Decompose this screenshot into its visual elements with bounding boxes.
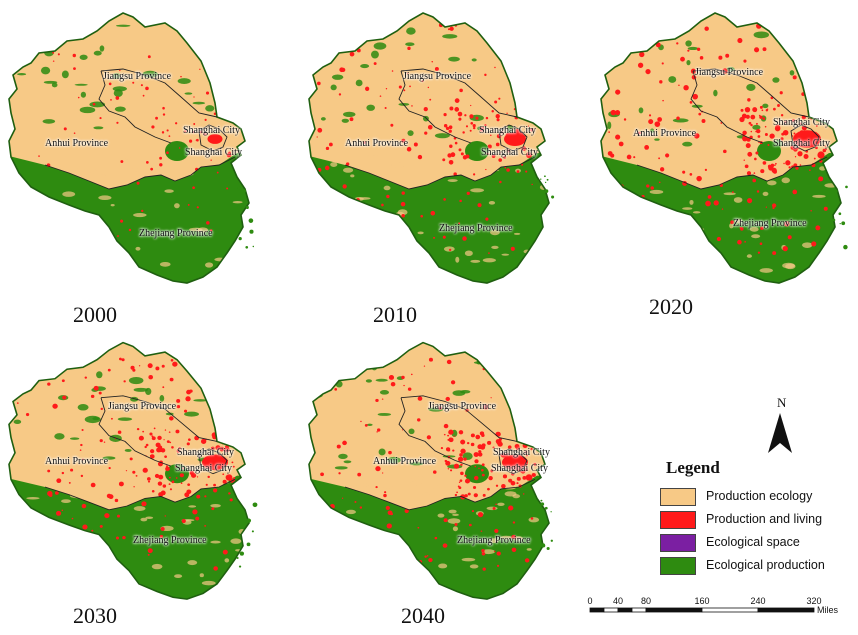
scale-segment	[631, 607, 647, 613]
map-panel-2020: Jiangsu Province Anhui Province Shanghai…	[597, 5, 857, 319]
scale-tick-label: 80	[640, 596, 652, 606]
label-shanghai-2: Shanghai City	[773, 138, 830, 149]
label-zhejiang: Zhejiang Province	[733, 218, 807, 229]
label-anhui: Anhui Province	[45, 456, 109, 467]
label-anhui: Anhui Province	[633, 128, 697, 139]
map-panel-2040: Jiangsu Province Anhui Province Shanghai…	[305, 335, 565, 635]
legend: Legend Production ecology Production and…	[660, 458, 850, 588]
scale-segment	[757, 607, 815, 613]
map-panel-2000: Jiangsu Province Anhui Province Shanghai…	[5, 5, 265, 327]
north-arrow-icon	[768, 413, 792, 453]
legend-swatch	[660, 488, 696, 506]
year-label: 2000	[73, 302, 117, 327]
scale-segment	[645, 607, 703, 613]
label-anhui: Anhui Province	[373, 456, 437, 467]
label-jiangsu: Jiangsu Province	[108, 401, 177, 412]
label-shanghai-2: Shanghai City	[481, 147, 538, 158]
scale-segment	[603, 607, 619, 613]
scale-segment	[589, 607, 605, 613]
label-jiangsu: Jiangsu Province	[695, 67, 764, 78]
scale-bar-graphic	[589, 607, 815, 613]
scale-tick-label: 160	[694, 596, 710, 606]
legend-label: Production and living	[706, 512, 823, 526]
legend-swatch	[660, 511, 696, 529]
label-jiangsu: Jiangsu Province	[428, 401, 497, 412]
label-shanghai-1: Shanghai City	[479, 125, 536, 136]
year-label: 2040	[401, 603, 445, 628]
year-label: 2010	[373, 302, 417, 327]
scale-tick-label: 240	[750, 596, 766, 606]
label-zhejiang: Zhejiang Province	[439, 223, 513, 234]
legend-item-ecological-production: Ecological production	[660, 555, 850, 577]
scale-segment	[617, 607, 633, 613]
scale-units: Miles	[817, 605, 839, 615]
label-jiangsu: Jiangsu Province	[403, 71, 472, 82]
map-panel-2030: Jiangsu Province Anhui Province Shanghai…	[5, 335, 265, 635]
label-shanghai-1: Shanghai City	[177, 447, 234, 458]
label-anhui: Anhui Province	[45, 138, 109, 149]
legend-title: Legend	[666, 458, 720, 477]
legend-swatch	[660, 557, 696, 575]
legend-item-production-living: Production and living	[660, 509, 850, 531]
scale-tick-label: 320	[806, 596, 822, 606]
legend-item-production-ecology: Production ecology	[660, 486, 850, 508]
legend-label: Ecological production	[706, 558, 825, 572]
label-shanghai-2: Shanghai City	[175, 463, 232, 474]
year-label: 2030	[73, 603, 117, 628]
legend-label: Production ecology	[706, 489, 813, 503]
region-map-2040	[308, 341, 553, 600]
region-map-2010	[308, 12, 555, 284]
year-label: 2020	[649, 294, 693, 319]
region-map-2030	[8, 341, 258, 600]
region-map-2020	[600, 12, 848, 284]
label-zhejiang: Zhejiang Province	[457, 535, 531, 546]
map-panel-2010: Jiangsu Province Anhui Province Shanghai…	[305, 5, 565, 327]
label-shanghai-2: Shanghai City	[491, 463, 548, 474]
label-shanghai-2: Shanghai City	[185, 147, 242, 158]
north-label: N	[777, 395, 787, 410]
label-jiangsu: Jiangsu Province	[103, 71, 172, 82]
legend-label: Ecological space	[706, 535, 800, 549]
region-map-2000	[8, 12, 255, 284]
scale-segment	[701, 607, 759, 613]
scale-tick-label: 40	[612, 596, 624, 606]
label-shanghai-1: Shanghai City	[493, 447, 550, 458]
scale-bar: 0 40 80 160 240 320 Miles	[585, 596, 847, 622]
legend-swatch	[660, 534, 696, 552]
legend-item-ecological-space: Ecological space	[660, 532, 850, 554]
scale-tick-label: 0	[587, 596, 593, 606]
label-shanghai-1: Shanghai City	[773, 117, 830, 128]
label-zhejiang: Zhejiang Province	[133, 535, 207, 546]
label-zhejiang: Zhejiang Province	[139, 228, 213, 239]
label-anhui: Anhui Province	[345, 138, 409, 149]
label-shanghai-1: Shanghai City	[183, 125, 240, 136]
